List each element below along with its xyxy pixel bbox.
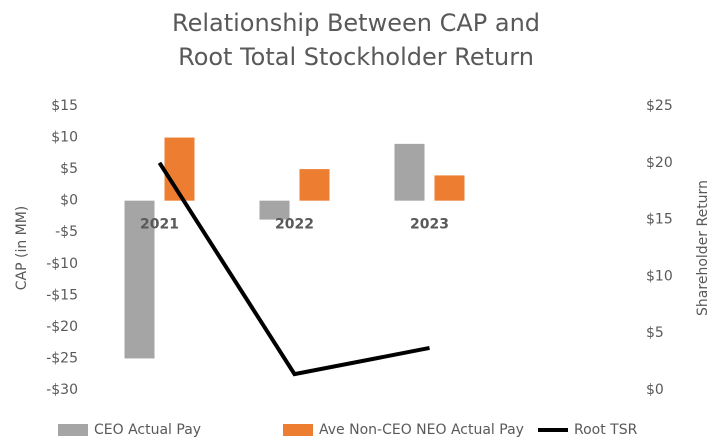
bar <box>299 169 330 201</box>
chart-title: Relationship Between CAP and Root Total … <box>171 9 541 71</box>
y-tick-label: $0 <box>60 193 78 209</box>
bar <box>434 175 465 201</box>
y-tick-label: -$20 <box>46 319 78 335</box>
legend-swatch <box>58 424 88 436</box>
bar <box>124 200 155 359</box>
y-tick-label: -$25 <box>46 350 78 366</box>
y2-axis-title: Shareholder Return <box>695 180 711 316</box>
x-tick-label: 2023 <box>410 217 449 233</box>
y2-tick-label: $0 <box>646 382 664 398</box>
x-tick-label: 2021 <box>140 217 179 233</box>
y2-tick-label: $5 <box>646 325 664 341</box>
y-tick-label: $5 <box>60 161 78 177</box>
y-tick-label: $15 <box>51 98 78 114</box>
y-axis-title: CAP (in MM) <box>14 206 30 291</box>
y-tick-label: -$10 <box>46 256 78 272</box>
legend-label: CEO Actual Pay <box>94 422 201 438</box>
legend-label: Root TSR <box>574 422 638 438</box>
y-tick-label: -$5 <box>55 224 78 240</box>
bar <box>164 137 195 201</box>
y-tick-label: $10 <box>51 130 78 146</box>
y2-tick-label: $10 <box>646 268 673 284</box>
y2-tick-label: $15 <box>646 212 673 228</box>
y-tick-label: -$15 <box>46 287 78 303</box>
line-series <box>157 161 430 377</box>
x-tick-label: 2022 <box>275 217 314 233</box>
legend-label: Ave Non-CEO NEO Actual Pay <box>319 422 524 438</box>
bar <box>259 200 290 220</box>
y-tick-label: -$30 <box>46 382 78 398</box>
legend-swatch <box>283 424 313 436</box>
y2-tick-label: $25 <box>646 98 673 114</box>
bar <box>394 143 425 201</box>
y2-tick-label: $20 <box>646 155 673 171</box>
